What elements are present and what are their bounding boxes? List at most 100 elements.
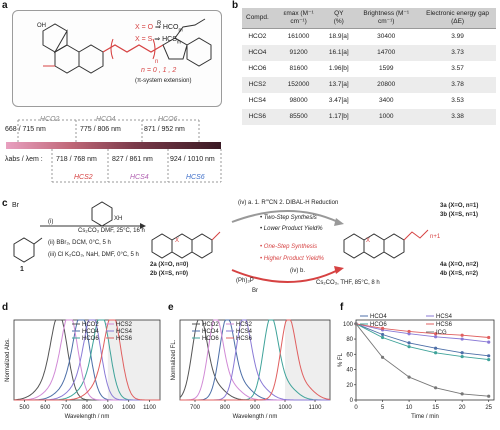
- data-point-icg: [354, 322, 357, 325]
- x-tick-label: 1000: [278, 405, 292, 411]
- nir-region: [285, 320, 330, 400]
- ivb-conditions: Cs₂CO₃, THF, 85°C, 8 h: [316, 280, 380, 286]
- gradient-bar: [6, 142, 221, 149]
- x-tick-label: 0: [354, 405, 358, 411]
- compound-4a: 4a (X=O, n=2): [440, 262, 478, 268]
- two-step-note: • Two-Step Synthesis: [260, 215, 317, 221]
- x-axis-label: Wavelength / nm: [65, 414, 110, 420]
- n-values: n = 0 , 1 , 2: [141, 67, 176, 74]
- table-cell: 3.78: [419, 77, 496, 93]
- data-point-hcs4: [461, 337, 464, 340]
- absorbance-chart: 500 600 700 800 900 1000 1100 Wavelength / nm No…: [0, 306, 165, 430]
- lambda-label: λabs / λem :: [5, 156, 43, 163]
- x-tick-label: 25: [485, 405, 492, 411]
- x-tick-label: 5: [381, 405, 385, 411]
- legend-label-hco2: HCO2: [202, 322, 219, 328]
- table-cell: 81600: [273, 61, 325, 77]
- x-atom-product: X: [366, 238, 370, 244]
- x-tick-label: 900: [103, 405, 114, 411]
- table-cell: 3.73: [419, 45, 496, 61]
- legend-label-hco2: HCO2: [82, 322, 99, 328]
- y-tick-label: 80: [346, 337, 353, 343]
- structure-box: OH R n X = O ⇒ HCOm X = S ⇒ HCSm n = 0 ,…: [12, 10, 222, 107]
- x-tick-label: 800: [82, 405, 93, 411]
- legend-label-icg: ICG: [436, 330, 447, 336]
- data-point-hcs6: [407, 330, 410, 333]
- legend-label-hco4: HCO4: [370, 314, 387, 320]
- fluorescence-chart: 700 800 900 1000 1100 Wavelength / nm Normaliz…: [166, 306, 336, 430]
- legend-label-hco6: HCO6: [370, 322, 387, 328]
- wl-hcs2: 718 / 768 nm: [56, 156, 97, 163]
- x-tick-label: 1100: [143, 405, 157, 411]
- compound-2a: 2a (X=O, n=0): [150, 262, 188, 268]
- data-point-icg: [461, 392, 464, 395]
- table-cell: 152000: [273, 77, 325, 93]
- table-cell: 3.38: [419, 109, 496, 125]
- ph3p-label: (Ph)₃P: [236, 278, 254, 284]
- n-subscript: n: [155, 59, 158, 65]
- table-cell: 13.7[a]: [324, 77, 353, 93]
- x-tick-label: 15: [432, 405, 439, 411]
- wl-hco6: 871 / 952 nm: [144, 126, 185, 133]
- panel-label-b: b: [232, 0, 238, 11]
- data-point-hcs6: [461, 334, 464, 337]
- data-point-icg: [407, 376, 410, 379]
- x-tick-label: 1000: [122, 405, 136, 411]
- y-axis-label: Normalized Abs.: [5, 338, 11, 382]
- table-cell: 1599: [353, 61, 419, 77]
- y-tick-label: 100: [343, 322, 354, 328]
- compound-3b: 3b (X=S, n=1): [440, 212, 478, 218]
- table-cell: 1000: [353, 109, 419, 125]
- data-point-hco4: [407, 341, 410, 344]
- table-row: HCO2 161000 18.9[a] 30400 3.99: [242, 28, 496, 45]
- legend-label-hco6: HCO6: [82, 336, 99, 342]
- x-tick-label: 800: [220, 405, 231, 411]
- legend-label-hcs4: HCS4: [436, 314, 453, 320]
- label-hco6: HCO6: [158, 116, 177, 123]
- legend-label-hcs2: HCS2: [236, 322, 253, 328]
- label-hcs4: HCS4: [130, 174, 149, 181]
- y-axis-label: Normalized FL.: [171, 339, 177, 380]
- pi-extension-note: (π-system extension): [135, 78, 192, 84]
- table-cell: 91200: [273, 45, 325, 61]
- table-cell: 98000: [273, 93, 325, 109]
- table-row: HCO6 81600 1.96[b] 1599 3.57: [242, 61, 496, 77]
- legend-label-hcs6: HCS6: [116, 336, 133, 342]
- x-tick-label: 500: [19, 405, 30, 411]
- legend-label-hco4: HCO4: [82, 329, 99, 335]
- table-header-gap: Electronic energy gap (ΔE): [419, 8, 496, 28]
- y-tick-label: 40: [346, 368, 353, 374]
- route-ivb: (iv) b.: [290, 268, 305, 274]
- higher-yield-note: • Higher Product Yield%: [260, 256, 324, 262]
- x-eq-o: X = O ⇒ HCOm: [135, 23, 183, 33]
- lower-yield-note: • Lower Product Yield%: [260, 226, 323, 232]
- x-eq-s: X = S ⇒ HCSm: [135, 35, 181, 45]
- wl-hcs4: 827 / 861 nm: [112, 156, 153, 163]
- table-header-brightness: Brightness (M⁻¹ cm⁻¹): [353, 8, 419, 28]
- data-point-icg: [487, 395, 490, 398]
- br-label: Br: [12, 202, 19, 209]
- series-line-hco6: [356, 324, 489, 360]
- photostability-chart: 0 20 40 60 80 100 0 5 10 15 20 25 Time / min % FL HCO4…: [336, 306, 500, 430]
- table-cell: 3.47[a]: [324, 93, 353, 109]
- data-point-hco6: [461, 355, 464, 358]
- x-axis-label: Time / min: [411, 414, 439, 420]
- table-row: HCS2 152000 13.7[a] 20800 3.78: [242, 77, 496, 93]
- table-cell: 18.9[a]: [324, 28, 353, 45]
- table-cell: 3400: [353, 93, 419, 109]
- x-tick-label: 10: [406, 405, 413, 411]
- table-cell: HCS4: [242, 93, 273, 109]
- label-hcs2: HCS2: [74, 174, 93, 181]
- legend-label-hcs6: HCS6: [236, 336, 253, 342]
- data-point-hco4: [461, 351, 464, 354]
- step-iii: (iii) Cl K₂CO₃, NaH, DMF, 0°C, 5 h: [48, 252, 139, 258]
- y-tick-label: 0: [350, 398, 354, 404]
- data-point-hco6: [381, 336, 384, 339]
- x-tick-label: 900: [250, 405, 261, 411]
- compound-3a: 3a (X=O, n=1): [440, 203, 478, 209]
- table-cell: 3.53: [419, 93, 496, 109]
- label-hco2: HCO2: [40, 116, 59, 123]
- table-cell: HCS6: [242, 109, 273, 125]
- photophysics-table: Compd. εmax (M⁻¹ cm⁻¹) QY (%) Brightness…: [242, 8, 496, 125]
- x-tick-label: 20: [459, 405, 466, 411]
